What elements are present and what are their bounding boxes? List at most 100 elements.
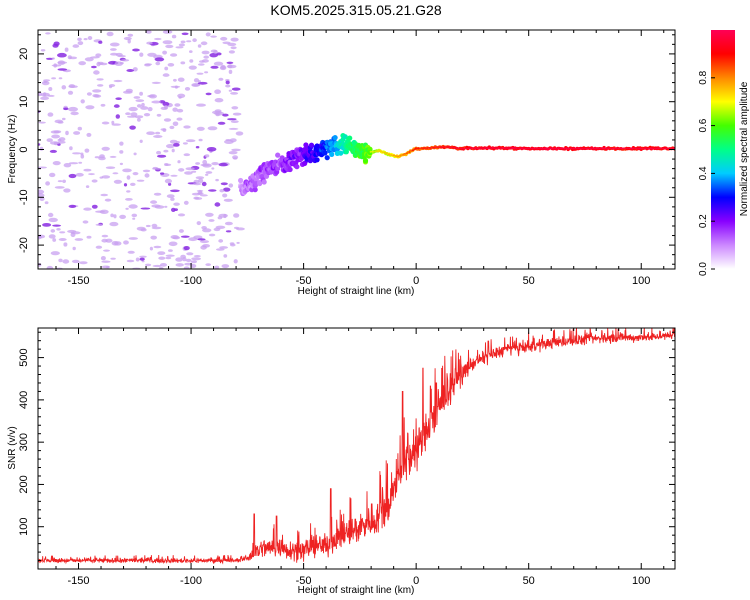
noise-blob xyxy=(222,193,228,198)
noise-blob xyxy=(54,119,64,124)
noise-blob xyxy=(62,179,66,183)
noise-blob xyxy=(38,235,42,240)
noise-blob xyxy=(40,96,50,101)
noise-blob xyxy=(57,138,62,142)
noise-blob xyxy=(208,189,217,192)
noise-blob xyxy=(75,172,84,177)
noise-blob xyxy=(156,150,162,155)
noise-blob xyxy=(202,228,212,233)
noise-blob xyxy=(141,102,145,107)
noise-blob xyxy=(128,237,138,240)
noise-blob xyxy=(210,49,218,53)
y-tick-label: 10 xyxy=(18,96,30,108)
y-tick-label: 300 xyxy=(18,433,30,451)
noise-blob xyxy=(198,178,204,183)
noise-blob xyxy=(144,173,150,178)
noise-blob xyxy=(193,196,199,200)
noise-blob xyxy=(131,213,138,218)
noise-blob xyxy=(115,52,123,57)
noise-blob xyxy=(51,64,62,67)
ridge-mark xyxy=(275,165,281,172)
ridge-mark xyxy=(287,166,293,173)
noise-blob xyxy=(231,87,241,91)
noise-blob xyxy=(123,183,128,187)
noise-blob xyxy=(128,106,138,112)
noise-blob xyxy=(99,62,108,66)
ridge-mark xyxy=(294,164,300,170)
noise-blob xyxy=(139,255,147,258)
noise-blob xyxy=(222,113,229,117)
noise-blob xyxy=(63,163,72,168)
noise-blob xyxy=(109,42,120,47)
noise-blob xyxy=(147,107,153,112)
ridge-mark xyxy=(252,187,258,193)
noise-blob xyxy=(218,239,224,243)
noise-blob xyxy=(163,149,169,153)
noise-blob xyxy=(185,167,195,171)
noise-blob xyxy=(205,173,209,176)
noise-blob xyxy=(95,223,103,226)
noise-blob xyxy=(210,65,219,69)
noise-blob xyxy=(113,214,117,219)
noise-blob xyxy=(216,52,222,56)
noise-blob xyxy=(52,224,62,227)
noise-blob xyxy=(139,257,145,261)
noise-blob xyxy=(83,207,92,211)
noise-blob xyxy=(72,152,81,155)
noise-blob xyxy=(173,202,180,206)
snr-content xyxy=(38,328,675,565)
noise-blob xyxy=(229,242,235,245)
noise-blob xyxy=(83,38,88,41)
noise-blob xyxy=(48,217,58,223)
noise-blob xyxy=(183,266,190,269)
noise-blob xyxy=(208,219,215,222)
noise-blob xyxy=(140,207,151,210)
noise-blob xyxy=(111,123,121,126)
noise-blob xyxy=(92,94,100,98)
noise-blob xyxy=(44,201,49,205)
noise-blob xyxy=(188,65,197,70)
noise-blob xyxy=(176,117,183,121)
noise-blob xyxy=(132,67,138,72)
noise-blob xyxy=(218,77,224,81)
noise-blob xyxy=(199,194,208,197)
noise-blob xyxy=(216,248,225,251)
noise-blob xyxy=(135,99,145,102)
noise-blob xyxy=(96,61,101,67)
noise-blob xyxy=(46,265,54,269)
noise-blob xyxy=(236,241,240,244)
noise-blob xyxy=(64,47,69,52)
noise-blob xyxy=(173,143,180,147)
noise-blob xyxy=(96,78,104,81)
noise-blob xyxy=(171,34,177,39)
noise-blob xyxy=(47,112,54,117)
noise-blob xyxy=(191,257,202,261)
noise-blob xyxy=(170,235,179,239)
noise-blob xyxy=(198,80,201,83)
noise-blob xyxy=(219,189,225,193)
noise-blob xyxy=(197,81,208,85)
noise-blob xyxy=(151,223,158,228)
noise-blob xyxy=(155,131,161,135)
noise-blob xyxy=(220,36,228,41)
noise-blob xyxy=(105,238,113,243)
noise-blob xyxy=(198,138,203,142)
noise-blob xyxy=(58,77,63,80)
noise-blob xyxy=(233,259,238,264)
noise-blob xyxy=(39,146,44,151)
noise-blob xyxy=(49,172,56,178)
noise-blob xyxy=(42,79,51,82)
noise-blob xyxy=(173,78,177,82)
ridge-mark xyxy=(261,179,267,185)
noise-blob xyxy=(112,172,119,175)
noise-blob xyxy=(145,263,152,267)
noise-blob xyxy=(93,70,100,75)
noise-blob xyxy=(162,30,173,34)
colorbar-tick-label: 0.6 xyxy=(698,118,709,132)
noise-blob xyxy=(57,140,66,144)
noise-blob xyxy=(154,37,162,41)
noise-blob xyxy=(38,121,46,124)
noise-blob xyxy=(150,235,157,240)
noise-blob xyxy=(40,49,46,52)
